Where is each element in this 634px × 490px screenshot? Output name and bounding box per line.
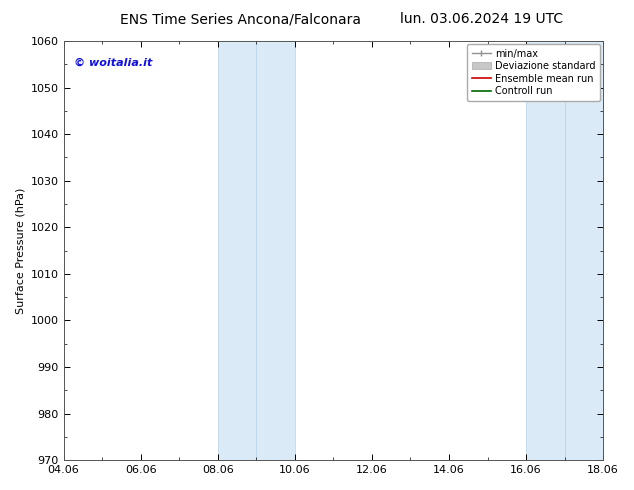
Legend: min/max, Deviazione standard, Ensemble mean run, Controll run: min/max, Deviazione standard, Ensemble m… xyxy=(467,44,600,101)
Bar xyxy=(217,41,256,460)
Text: © woitalia.it: © woitalia.it xyxy=(74,58,153,68)
Text: ENS Time Series Ancona/Falconara: ENS Time Series Ancona/Falconara xyxy=(120,12,361,26)
Bar xyxy=(526,41,565,460)
Bar xyxy=(256,41,295,460)
Text: lun. 03.06.2024 19 UTC: lun. 03.06.2024 19 UTC xyxy=(400,12,564,26)
Y-axis label: Surface Pressure (hPa): Surface Pressure (hPa) xyxy=(15,187,25,314)
Bar xyxy=(565,41,603,460)
